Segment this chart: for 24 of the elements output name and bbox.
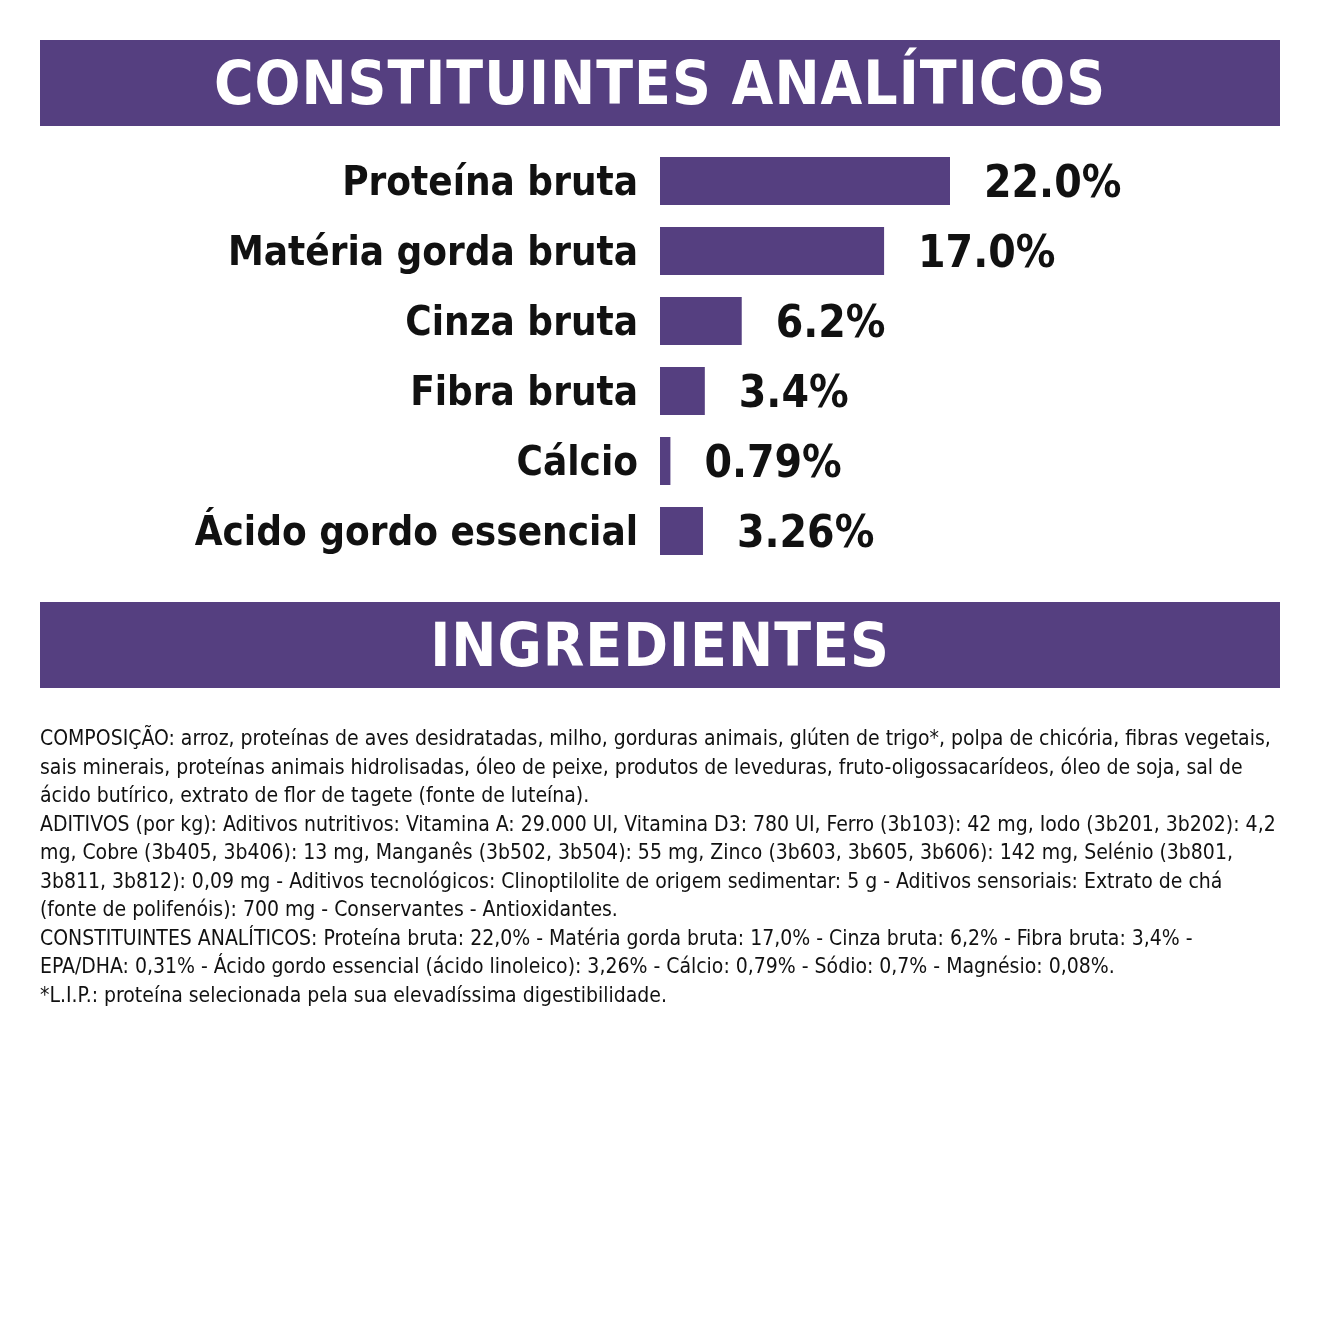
text: COMPOSIÇÃO: arroz, proteínas de aves desidratadas, milho, gorduras animais, glúten de trigo*, polpa de chicória, fibras vegetais, sais minerais, proteínas animais hidrolisadas, óleo de peixe, produtos de leveduras, fruto-oligossacarídeos, óleo de soja, sal de ácido butírico, extrato de flor de tagete (fonte de luteína).	[40, 724, 1272, 809]
bar	[660, 227, 885, 275]
y-tick-label: Fibra bruta	[410, 368, 638, 414]
text: INGREDIENTES	[40, 602, 1280, 688]
data-label: 3.26%	[736, 505, 875, 557]
text: ADITIVOS (por kg): Aditivos nutritivos: Vitamina A: 29.000 UI, Vitamina D3: 780 UI, Ferro (3b103): 42 mg, Iodo (3b201, 3b202): 4,2 mg, Cobre (3b405, 3b406): 13 mg, Manganês (3b502, 3b504): 55 mg, Zinco (3b603, 3b605, 3b606): 142 mg, Selénio (3b801, 3b811, 3b812): 0,09 mg - Aditivos tecnológicos: Clinoptilolite de origem sedimentar: 5 g - Aditivos sensoriais: Extrato de chá (fonte de polifenóis): 700 mg - Conservantes - Antioxidantes.	[40, 810, 1277, 923]
y-tick-label: Proteína bruta	[342, 158, 638, 204]
data-label: 3.4%	[738, 365, 849, 417]
text: CONSTITUINTES ANALÍTICOS: Proteína bruta: 22,0% - Matéria gorda bruta: 17,0% - Cinza bruta: 6,2% - Fibra bruta: 3,4% - EPA/DHA: 0,31% - Ácido gordo essencial (ácido linoleico): 3,26% - Cálcio: 0,79% - Sódio: 0,7% - Magnésio: 0,08%.	[40, 924, 1194, 980]
y-tick-label: Cinza bruta	[405, 298, 638, 344]
bar	[660, 157, 950, 205]
data-label: 6.2%	[775, 295, 886, 347]
bar	[660, 367, 705, 415]
data-label: 0.79%	[704, 435, 842, 487]
bar	[660, 437, 671, 485]
y-tick-label: Cálcio	[516, 438, 638, 484]
bar	[660, 297, 742, 345]
y-tick-label: Matéria gorda bruta	[227, 228, 638, 274]
data-label: 17.0%	[918, 225, 1056, 277]
bar	[660, 507, 703, 555]
y-tick-label: Ácido gordo essencial	[194, 507, 638, 554]
text: *L.I.P.: proteína selecionada pela sua elevadíssima digestibilidade.	[40, 981, 668, 1009]
chart-title: CONSTITUINTES ANALÍTICOS	[40, 40, 1280, 126]
data-label: 22.0%	[984, 155, 1122, 207]
